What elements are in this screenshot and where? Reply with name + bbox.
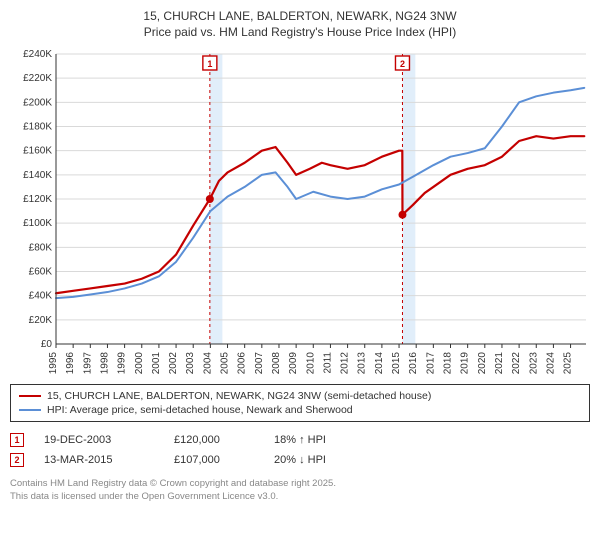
svg-text:2021: 2021 [494,352,505,375]
svg-text:2014: 2014 [374,352,385,375]
svg-text:2013: 2013 [357,352,368,375]
footnote-line-1: Contains HM Land Registry data © Crown c… [10,478,590,490]
svg-text:2022: 2022 [511,352,522,375]
svg-text:2008: 2008 [271,352,282,375]
svg-text:2004: 2004 [202,352,213,375]
svg-text:£0: £0 [41,339,53,350]
footnote-line-2: This data is licensed under the Open Gov… [10,491,590,503]
legend-item-hpi: HPI: Average price, semi-detached house,… [19,403,581,417]
sales-list: 1 19-DEC-2003 £120,000 18% ↑ HPI 2 13-MA… [10,430,590,470]
sale-price-2: £107,000 [174,454,254,466]
svg-text:£200K: £200K [23,98,52,109]
footnote: Contains HM Land Registry data © Crown c… [10,478,590,503]
sale-marker-1: 1 [10,433,24,447]
svg-text:2023: 2023 [528,352,539,375]
svg-text:2000: 2000 [134,352,145,375]
svg-text:£180K: £180K [23,122,52,133]
title-line-1: 15, CHURCH LANE, BALDERTON, NEWARK, NG24… [10,8,590,24]
svg-text:2020: 2020 [477,352,488,375]
sale-date-1: 19-DEC-2003 [44,434,154,446]
svg-text:£20K: £20K [29,315,53,326]
svg-text:2007: 2007 [254,352,265,375]
legend-swatch-hpi [19,409,41,411]
svg-text:1995: 1995 [48,352,59,375]
svg-text:2: 2 [400,59,405,69]
svg-text:2016: 2016 [408,352,419,375]
legend-swatch-property [19,395,41,397]
sale-price-1: £120,000 [174,434,254,446]
sale-date-2: 13-MAR-2015 [44,454,154,466]
svg-text:2025: 2025 [563,352,574,375]
svg-text:2011: 2011 [322,352,333,374]
sale-row-2: 2 13-MAR-2015 £107,000 20% ↓ HPI [10,450,590,470]
svg-text:£40K: £40K [29,291,53,302]
legend-item-property: 15, CHURCH LANE, BALDERTON, NEWARK, NG24… [19,389,581,403]
svg-text:1: 1 [207,59,212,69]
sale-marker-2: 2 [10,453,24,467]
svg-text:2018: 2018 [442,352,453,375]
svg-text:1997: 1997 [82,352,93,375]
svg-text:£240K: £240K [23,49,52,60]
svg-text:£140K: £140K [23,170,52,181]
sale-hpi-2: 20% ↓ HPI [274,454,326,466]
sale-hpi-1: 18% ↑ HPI [274,434,326,446]
svg-text:2002: 2002 [168,352,179,375]
svg-text:£100K: £100K [23,219,52,230]
chart-area: £0 £20K £40K £60K £80K £100K £120K £140K £160K £1… [10,46,590,376]
svg-text:2019: 2019 [460,352,471,375]
svg-text:2024: 2024 [545,352,556,375]
chart-title: 15, CHURCH LANE, BALDERTON, NEWARK, NG24… [10,8,590,40]
svg-text:2010: 2010 [305,352,316,375]
svg-text:1998: 1998 [99,352,110,375]
svg-text:2001: 2001 [151,352,162,375]
svg-text:2003: 2003 [185,352,196,375]
svg-text:£60K: £60K [29,267,53,278]
legend-label-property: 15, CHURCH LANE, BALDERTON, NEWARK, NG24… [47,390,431,402]
legend: 15, CHURCH LANE, BALDERTON, NEWARK, NG24… [10,384,590,422]
legend-label-hpi: HPI: Average price, semi-detached house,… [47,404,353,416]
title-line-2: Price paid vs. HM Land Registry's House … [10,24,590,40]
line-chart: £0 £20K £40K £60K £80K £100K £120K £140K £160K £1… [10,46,590,376]
svg-text:2015: 2015 [391,352,402,375]
svg-text:2005: 2005 [220,352,231,375]
svg-text:£220K: £220K [23,74,52,85]
chart-container: 15, CHURCH LANE, BALDERTON, NEWARK, NG24… [0,0,600,511]
svg-text:1999: 1999 [117,352,128,375]
svg-text:2009: 2009 [288,352,299,375]
sale-row-1: 1 19-DEC-2003 £120,000 18% ↑ HPI [10,430,590,450]
svg-text:2012: 2012 [340,352,351,375]
svg-text:1996: 1996 [65,352,76,375]
svg-text:2006: 2006 [237,352,248,375]
svg-text:£120K: £120K [23,194,52,205]
svg-text:£160K: £160K [23,146,52,157]
svg-text:£80K: £80K [29,243,53,254]
svg-text:2017: 2017 [425,352,436,375]
